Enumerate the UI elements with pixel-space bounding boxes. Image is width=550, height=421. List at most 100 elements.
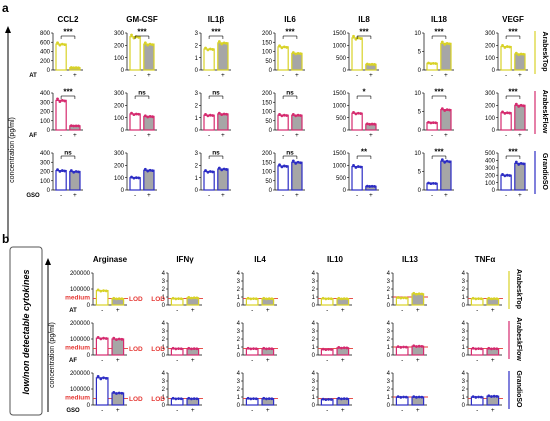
x-tick-label: - <box>282 132 284 139</box>
y-tick-label: 3 <box>462 279 466 285</box>
x-tick-label: - <box>326 407 328 414</box>
data-point <box>77 170 80 174</box>
bar-treated <box>291 52 303 71</box>
x-tick-label: + <box>341 357 345 364</box>
bar-treated <box>217 168 229 191</box>
data-point <box>177 297 180 300</box>
subplot-b-3-0: 0 1 2 3 4 - + <box>312 271 353 314</box>
panel-a-ylabel: concentration (pg/ml) <box>9 117 16 183</box>
bar-treated <box>111 392 125 406</box>
lod-label: LOD <box>151 296 165 303</box>
data-point <box>492 297 496 300</box>
y-tick-label: 3 <box>162 379 166 385</box>
data-point <box>252 347 255 350</box>
y-tick-label: 0 <box>195 68 199 74</box>
bar-untreated <box>500 174 512 191</box>
y-tick-label: 500 <box>485 151 496 157</box>
y-tick-label: 1 <box>312 345 316 351</box>
data-point <box>270 397 274 401</box>
y-tick-label: 2 <box>195 164 199 170</box>
y-tick-label: 4 <box>162 371 166 377</box>
data-point <box>324 348 328 352</box>
y-tick-label: 200 <box>262 31 273 37</box>
y-tick-label: 3 <box>162 279 166 285</box>
chart-title: CCL2 <box>58 15 79 24</box>
y-tick-label: 1000 <box>333 44 347 50</box>
subplot-a-4-0: 0 500 1000 1500 - + *** <box>333 28 379 79</box>
data-point <box>479 395 483 399</box>
chart-title: GM-CSF <box>126 15 158 24</box>
medium-label: medium <box>65 395 90 402</box>
subplot-a-4-1: 0 500 1000 1500 - + * <box>333 88 379 139</box>
panel-a-y-axis-label: concentration (pg/ml) <box>5 26 16 238</box>
bar-treated <box>291 161 303 191</box>
data-point <box>370 122 374 126</box>
y-tick-label: 500 <box>336 116 347 122</box>
data-point <box>262 396 266 400</box>
data-point <box>294 114 298 118</box>
y-tick-label: 100 <box>114 176 125 182</box>
y-tick-label: 1 <box>312 395 316 401</box>
data-point <box>503 46 507 49</box>
subplot-a-0-1: 0 100 200 300 400 - + AF *** <box>29 88 83 139</box>
y-tick-label: 2 <box>462 337 466 343</box>
y-tick-label: 0 <box>237 353 241 359</box>
x-tick-label: - <box>431 72 433 79</box>
x-tick-label: - <box>505 132 507 139</box>
y-tick-label: 10 <box>414 151 421 157</box>
bar-treated <box>440 42 452 71</box>
y-tick-label: 100 <box>40 179 51 185</box>
data-point <box>352 163 355 167</box>
data-point <box>77 124 80 128</box>
data-point <box>503 174 507 178</box>
y-tick-label: 200000 <box>70 321 91 327</box>
x-tick-label: - <box>101 357 103 364</box>
bar-treated <box>217 42 229 71</box>
x-tick-label: - <box>134 192 136 199</box>
y-tick-label: 3 <box>312 329 316 335</box>
significance-label: *** <box>434 148 444 157</box>
panel-b-letter: b <box>2 232 9 246</box>
data-point <box>327 348 330 351</box>
y-tick-label: 0 <box>269 128 273 134</box>
x-tick-label: - <box>176 307 178 314</box>
bar-untreated <box>55 169 67 191</box>
data-point <box>217 40 221 43</box>
y-tick-label: 0 <box>87 403 91 409</box>
x-tick-label: - <box>208 192 210 199</box>
chart-title: VEGF <box>502 15 524 24</box>
x-tick-label: + <box>116 307 120 314</box>
data-point <box>132 176 136 180</box>
data-point <box>102 336 105 340</box>
data-point <box>479 347 483 351</box>
y-tick-label: 50 <box>265 119 272 125</box>
data-point <box>514 160 518 164</box>
data-point <box>171 396 175 400</box>
data-point <box>474 347 478 351</box>
data-point <box>396 345 400 348</box>
subplot-b-5-1: 0 1 2 3 4 - + ArabeskFlow <box>462 317 522 364</box>
data-point <box>448 42 451 46</box>
data-point <box>146 43 150 47</box>
y-tick-label: 0 <box>47 68 51 74</box>
data-point <box>517 53 521 57</box>
y-tick-label: 10 <box>414 31 421 37</box>
chart-b-4: IL13 0 1 2 3 4 - +0 1 2 3 4 - +0 1 2 3 4 - + <box>387 255 428 414</box>
data-point <box>324 297 328 301</box>
data-point <box>267 397 271 400</box>
data-point <box>217 111 221 115</box>
chart-b-1: IFNγ 0 1 2 3 4 LOD - +0 1 2 3 4 LOD - +0 1 2 3 4 LOD - + <box>151 255 203 414</box>
data-point <box>431 181 435 185</box>
treatment-label: AF <box>29 133 37 139</box>
data-point <box>477 347 480 350</box>
y-tick-label: 100 <box>40 119 51 125</box>
x-tick-label: + <box>491 357 495 364</box>
data-point <box>143 41 147 45</box>
subplot-b-0-2: 0 100000 200000 medium LOD - + GSO <box>65 371 143 414</box>
data-point <box>117 391 121 395</box>
data-point <box>352 34 355 38</box>
y-tick-label: 3 <box>387 279 391 285</box>
bar-treated <box>143 169 155 191</box>
data-point <box>211 170 215 174</box>
data-point <box>63 169 67 173</box>
